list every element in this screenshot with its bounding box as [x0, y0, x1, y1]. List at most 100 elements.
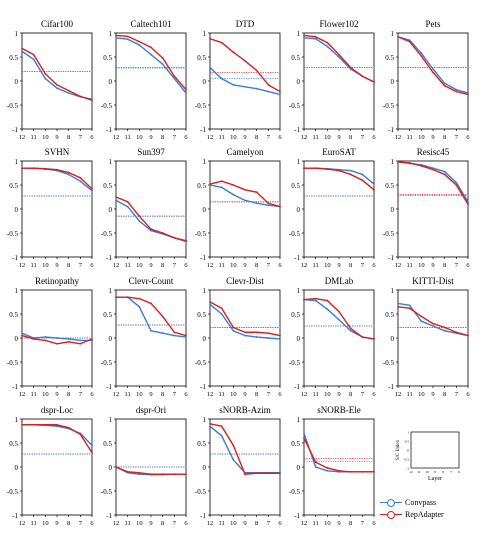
series-point-repadapter	[185, 239, 187, 242]
x-tick-label: 12	[207, 134, 214, 141]
x-tick-label: 10	[324, 520, 331, 527]
x-tick-label: 11	[219, 262, 225, 269]
series-point-repadapter	[267, 472, 270, 475]
panel-frame	[303, 32, 375, 130]
x-tick-label: 8	[349, 262, 352, 269]
inset-y-tick-label: -0.5	[403, 458, 409, 462]
x-tick-label: 7	[361, 391, 365, 398]
x-tick-label: 6	[90, 134, 94, 141]
y-tick-label: 1	[297, 416, 301, 424]
x-tick-label: 6	[184, 262, 188, 269]
series-point-convpass	[220, 77, 223, 80]
series-point-convpass	[267, 90, 270, 93]
y-tick-label: -1	[200, 512, 206, 520]
series-point-convpass	[150, 329, 152, 332]
series-line-repadapter	[397, 36, 469, 96]
x-tick-label: 10	[42, 520, 49, 527]
series-point-convpass	[91, 339, 93, 342]
x-tick-label: 10	[230, 262, 237, 269]
series-point-repadapter	[44, 339, 47, 342]
x-tick-label: 6	[184, 134, 188, 141]
y-tick-label: -1	[294, 383, 300, 391]
series-point-repadapter	[150, 473, 152, 476]
x-tick-label: 11	[219, 391, 225, 398]
panel-title: sNORB-Azim	[219, 405, 271, 415]
panel-title: dspr-Loc	[41, 405, 73, 415]
x-tick-label: 7	[79, 134, 83, 141]
x-tick-label: 11	[407, 262, 413, 269]
series-point-repadapter	[338, 310, 340, 313]
series-point-repadapter	[138, 297, 141, 300]
series-point-convpass	[115, 36, 117, 39]
y-tick-label: 0.5	[291, 54, 300, 62]
series-line-repadapter	[397, 306, 469, 337]
series-point-convpass	[373, 183, 375, 185]
y-tick-label: 0	[203, 464, 207, 472]
series-point-convpass	[244, 334, 246, 337]
y-tick-label: 0	[109, 464, 113, 472]
series-point-convpass	[420, 52, 423, 55]
panel-frame	[115, 160, 187, 258]
panel-title: EuroSAT	[322, 147, 356, 157]
series-point-repadapter	[150, 302, 152, 305]
series-point-convpass	[220, 313, 223, 315]
series-point-repadapter	[67, 426, 70, 429]
x-tick-label: 11	[125, 391, 131, 398]
x-tick-label: 10	[230, 134, 237, 141]
y-tick-label: -1	[388, 383, 394, 391]
series-point-convpass	[326, 308, 329, 311]
series-point-repadapter	[115, 296, 117, 299]
series-point-convpass	[432, 167, 434, 170]
panel-dspr-ori: dspr-Ori 1 0.5 0 -0.5 -112 11 10 9 8 7 6	[101, 405, 188, 527]
series-point-repadapter	[397, 161, 399, 163]
x-tick-label: 10	[418, 134, 425, 141]
panel-snorb-ele: sNORB-Ele 1 0.5 0 -0.5 -112 11 10 9 8 7 6	[289, 405, 376, 527]
y-tick-label: -1	[388, 126, 394, 134]
y-tick-label: 0	[297, 464, 301, 472]
series-point-repadapter	[361, 75, 364, 78]
series-point-convpass	[44, 336, 47, 338]
y-tick-label: -1	[12, 254, 18, 262]
y-tick-label: -1	[200, 254, 206, 262]
x-tick-label: 8	[443, 134, 446, 141]
x-tick-label: 12	[207, 520, 214, 527]
panel-title: Pets	[425, 19, 441, 29]
x-tick-label: 6	[90, 262, 94, 269]
x-tick-label: 9	[431, 391, 434, 398]
series-point-repadapter	[173, 331, 176, 334]
x-tick-label: 6	[278, 262, 282, 269]
series-point-repadapter	[79, 433, 82, 436]
y-tick-label: 1	[297, 30, 301, 38]
y-tick-label: 0	[15, 464, 19, 472]
x-tick-label: 6	[466, 262, 470, 269]
panel-camelyon: Camelyon 1 0.5 0 -0.5 -112 11 10 9 8 7 6	[195, 147, 282, 269]
series-point-convpass	[44, 77, 47, 80]
series-point-repadapter	[408, 162, 411, 164]
series-point-repadapter	[138, 215, 141, 218]
y-tick-label: -0.5	[383, 359, 395, 367]
panel-title: Sun397	[137, 147, 165, 157]
series-line-repadapter	[115, 466, 186, 475]
x-tick-label: 12	[19, 391, 26, 398]
series-point-repadapter	[455, 90, 458, 93]
x-tick-label: 11	[219, 134, 225, 141]
x-tick-label: 7	[455, 391, 459, 398]
y-tick-label: 1	[391, 30, 395, 38]
series-line-repadapter	[303, 437, 374, 473]
x-tick-label: 6	[372, 391, 376, 398]
y-tick-label: -0.5	[7, 230, 19, 238]
series-point-convpass	[420, 320, 423, 323]
legend-convpass-label: Convpass	[405, 498, 437, 507]
series-point-convpass	[338, 318, 340, 321]
x-tick-label: 9	[55, 391, 58, 398]
x-tick-label: 12	[301, 391, 308, 398]
panel-clevr-dist: Clevr-Dist 1 0.5 0 -0.5 -112 11 10 9 8 7 6	[195, 276, 282, 398]
x-tick-label: 11	[31, 520, 37, 527]
series-point-repadapter	[455, 184, 458, 186]
x-tick-label: 7	[173, 134, 177, 141]
series-line-repadapter	[209, 38, 281, 93]
series-point-convpass	[91, 189, 93, 192]
series-line-repadapter	[115, 34, 187, 91]
x-tick-label: 9	[337, 520, 340, 527]
